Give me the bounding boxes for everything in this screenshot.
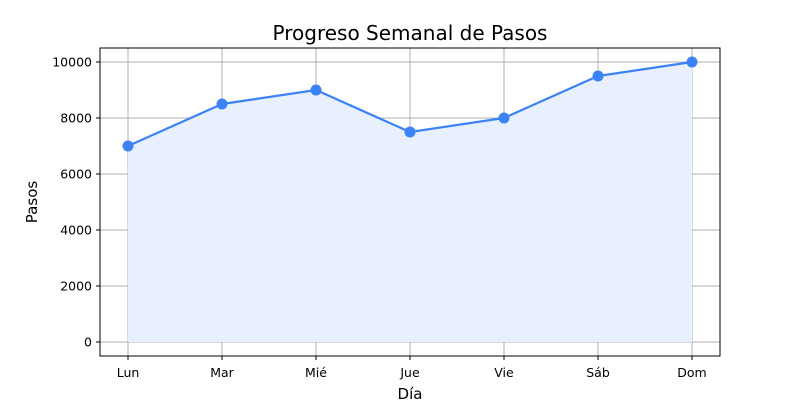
x-tick-label: Lun [117,365,140,380]
data-point [686,56,698,68]
y-tick-label: 10000 [52,55,92,70]
chart-title: Progreso Semanal de Pasos [273,21,548,45]
data-point [592,70,604,82]
data-point [498,112,510,124]
y-tick-label: 2000 [60,279,92,294]
data-point [310,84,322,96]
y-tick-label: 0 [84,335,92,350]
y-axis-ticks: 0 2000 4000 6000 8000 10000 [52,55,100,350]
y-axis-label: Pasos [23,181,41,224]
x-tick-label: Mié [305,365,327,380]
area-under-line [128,62,692,342]
y-tick-label: 6000 [60,167,92,182]
data-point [404,126,416,138]
x-axis-label: Día [398,385,423,400]
data-point [122,140,134,152]
data-points [122,56,698,152]
x-tick-label: Sáb [586,365,610,380]
x-tick-label: Vie [494,365,514,380]
y-tick-label: 8000 [60,111,92,126]
x-axis-ticks: Lun Mar Mié Jue Vie Sáb Dom [117,356,707,380]
data-point [216,98,228,110]
area-fill-layer [128,62,692,342]
x-tick-label: Mar [210,365,234,380]
x-tick-label: Dom [677,365,706,380]
y-tick-label: 4000 [60,223,92,238]
x-tick-label: Jue [399,365,420,380]
